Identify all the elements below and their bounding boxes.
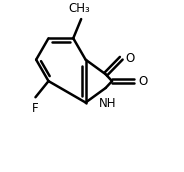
Text: NH: NH [98, 97, 116, 110]
Text: CH₃: CH₃ [69, 2, 90, 15]
Text: F: F [32, 102, 39, 115]
Text: O: O [138, 75, 148, 88]
Text: O: O [125, 52, 135, 65]
